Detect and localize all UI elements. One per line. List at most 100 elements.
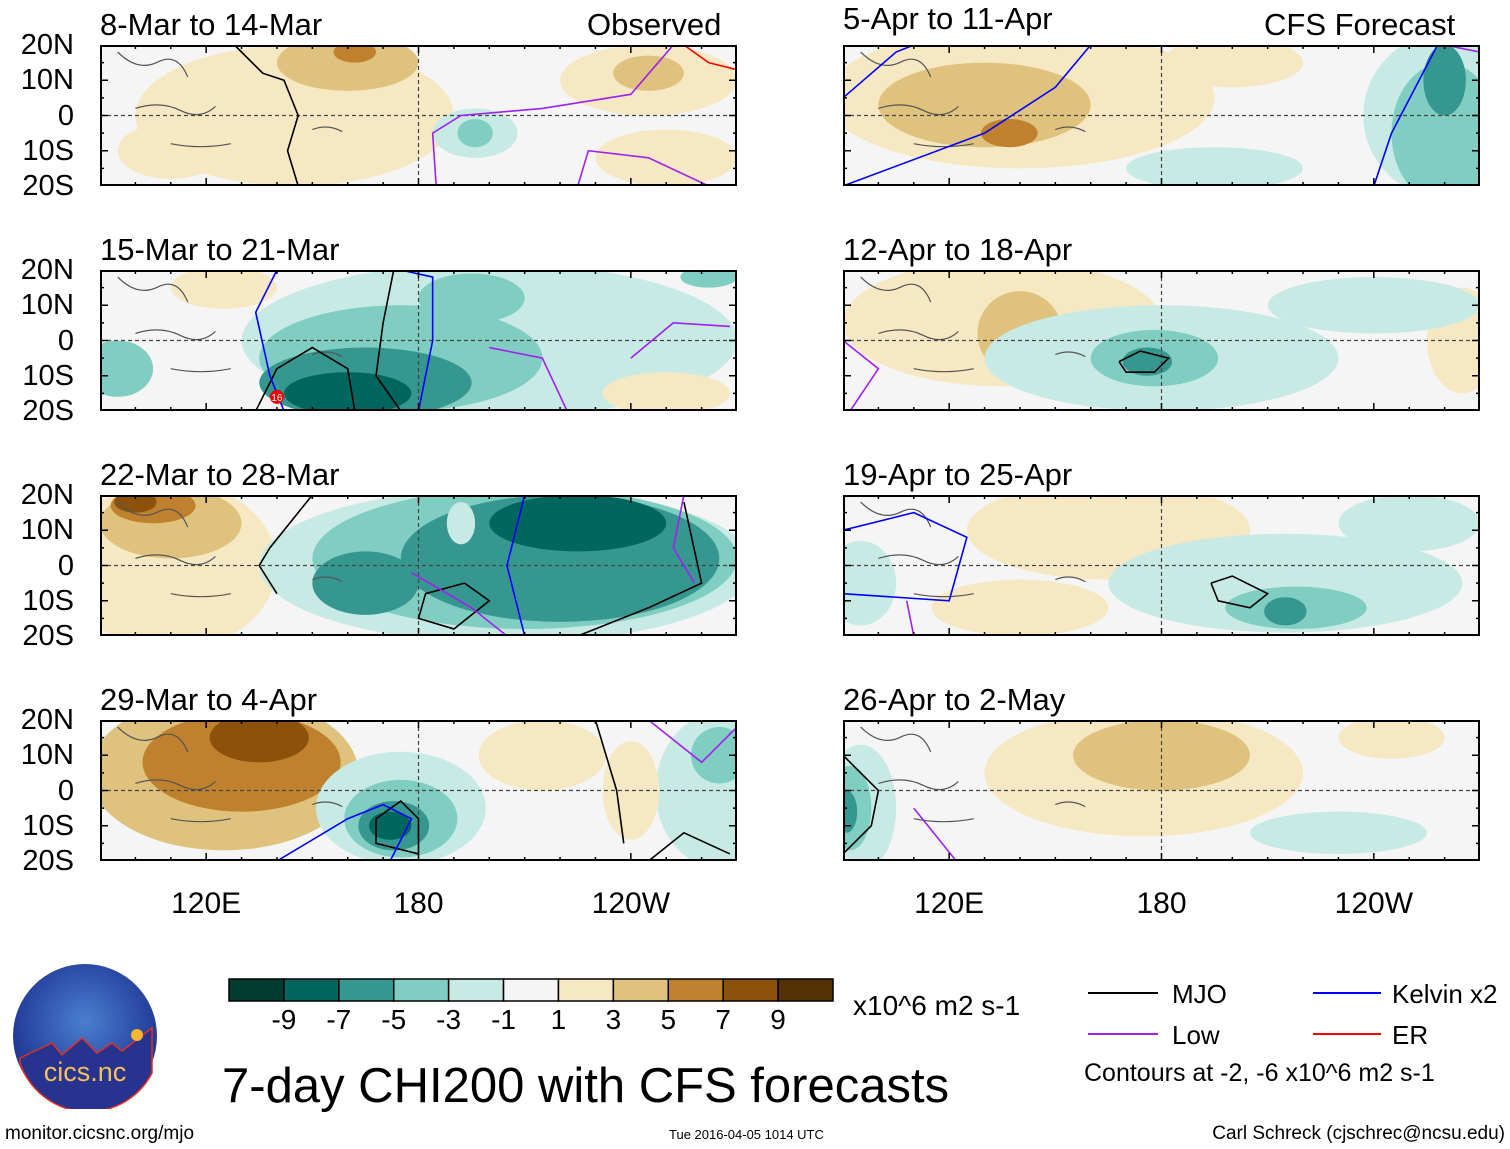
anomaly-region [602, 372, 730, 411]
contour-mjo [594, 720, 625, 844]
anomaly-region [981, 119, 1038, 148]
y-tick-label: 10S [22, 809, 74, 842]
contour-mjo [258, 495, 313, 595]
contour-mjo [417, 582, 491, 630]
contour-mjo [1210, 575, 1270, 609]
contour-mjo [577, 501, 703, 636]
storm-marker [269, 389, 284, 404]
colorbar-label: 9 [770, 1004, 786, 1035]
contour-kelvin [843, 45, 1092, 186]
panel-title: 26-Apr to 2-May [843, 682, 1066, 717]
x-tick-label: 120E [171, 887, 242, 920]
anomaly-region [1338, 720, 1445, 759]
anomaly-region [878, 62, 1091, 148]
colorbar-label: -7 [326, 1004, 352, 1035]
contour-low [630, 322, 730, 359]
y-tick-label: 20S [22, 170, 74, 202]
forecast-label: CFS Forecast [1264, 7, 1456, 42]
x-tick-label: 120W [591, 887, 671, 920]
colorbar-bin [777, 978, 834, 1002]
colorbar-label: 1 [550, 1004, 567, 1035]
y-tick-label: 20N [20, 479, 74, 511]
coastline [117, 495, 343, 598]
anomaly-region [1161, 45, 1304, 88]
coastline [117, 270, 343, 373]
contour-low [843, 339, 880, 411]
y-tick-label: 10N [20, 739, 74, 772]
coastline [117, 45, 343, 148]
anomaly-region [843, 540, 897, 626]
coastline [860, 720, 1086, 823]
colorbar-label: 7 [715, 1004, 731, 1035]
anomaly-region [931, 579, 1109, 636]
legend-er-line [1313, 1033, 1381, 1035]
colorbar-units: x10^6 m2 s-1 [853, 990, 1021, 1021]
map-panel [843, 495, 1480, 636]
colorbar-label: -5 [381, 1004, 407, 1035]
colorbar-bin [392, 978, 450, 1002]
x-tick-label: 180 [393, 887, 444, 920]
contour-kelvin [843, 511, 968, 602]
map-panel: 16 [100, 270, 737, 411]
legend-mjo: MJO [1172, 979, 1227, 1009]
footer-url[interactable]: monitor.cicsnc.org/mjo [5, 1123, 195, 1144]
footer-timestamp: Tue 2016-04-05 1014 UTC [669, 1127, 824, 1142]
contour-low [672, 495, 696, 584]
anomaly-region [312, 551, 419, 615]
anomaly-region [680, 270, 737, 288]
contour-kelvin [843, 45, 915, 99]
anomaly-region [333, 45, 377, 63]
contour-low [431, 45, 674, 186]
anomaly-region [100, 340, 154, 397]
anomaly-region [478, 720, 607, 791]
coastline [860, 270, 1086, 373]
anomaly-region [1267, 277, 1480, 334]
contour-low [905, 600, 915, 636]
anomaly-region [276, 45, 419, 91]
colorbar-bin [612, 978, 670, 1002]
legend-low: Low [1172, 1020, 1220, 1050]
panel-title: 19-Apr to 25-Apr [843, 457, 1073, 492]
y-tick-label: 20S [22, 845, 74, 877]
y-tick-label: 20N [20, 254, 74, 286]
legend-kelvin-line [1313, 992, 1381, 994]
map-panel [843, 45, 1480, 186]
anomaly-region [843, 790, 858, 833]
anomaly-region [595, 129, 737, 186]
coastline [860, 45, 1086, 148]
contour-mjo [843, 754, 880, 855]
y-tick-label: 20S [22, 620, 74, 652]
colorbar-bin [502, 978, 560, 1002]
y-tick-label: 0 [57, 99, 74, 132]
legend-kelvin: Kelvin x2 [1392, 979, 1498, 1009]
panel-title: 5-Apr to 11-Apr [843, 1, 1053, 36]
contour-low [489, 346, 568, 411]
x-tick-label: 120W [1334, 887, 1414, 920]
colorbar-bin [283, 978, 340, 1002]
contour-kelvin [1373, 45, 1439, 186]
map-panel [100, 45, 737, 186]
contour-kelvin [400, 270, 434, 411]
anomaly-region [1338, 495, 1480, 552]
y-tick-label: 10N [20, 514, 74, 547]
main-title: 7-day CHI200 with CFS forecasts [222, 1059, 950, 1113]
legend-er: ER [1392, 1020, 1429, 1050]
panel-title: 8-Mar to 14-Mar [100, 7, 323, 42]
colorbar-bin [447, 978, 505, 1002]
y-tick-label: 10S [22, 134, 74, 167]
contour-mjo [375, 800, 420, 855]
y-tick-label: 0 [57, 549, 74, 582]
panel-title: 12-Apr to 18-Apr [843, 232, 1073, 267]
anomaly-region [368, 811, 412, 840]
contour-low [913, 807, 957, 861]
panel-title: 15-Mar to 21-Mar [100, 232, 340, 267]
anomaly-region [457, 119, 493, 148]
colorbar-label: -3 [436, 1004, 462, 1035]
anomaly-region [209, 720, 309, 763]
colorbar-bin [667, 978, 724, 1002]
anomaly-region [602, 741, 660, 840]
map-panel [843, 720, 1480, 861]
legend-low-line [1088, 1033, 1158, 1035]
colorbar-label: -9 [271, 1004, 297, 1035]
map-panel [100, 495, 737, 636]
